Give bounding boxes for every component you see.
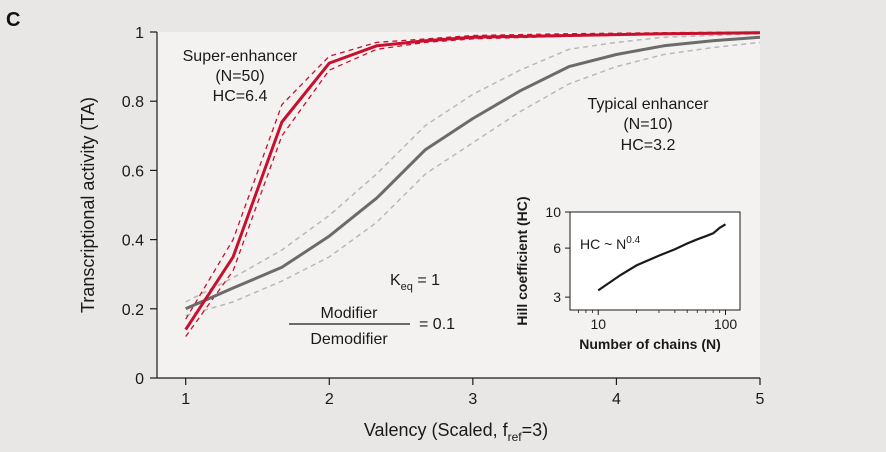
typical-enhancer-label: Typical enhancer	[588, 96, 710, 113]
inset-y-tick-label: 6	[553, 240, 561, 256]
inset-annotation-base: HC ~ N	[580, 236, 626, 252]
ratio-numerator: Modifier	[321, 305, 379, 322]
main-lines	[184, 31, 761, 331]
super-series-line	[184, 31, 761, 331]
keq-annotation: Keq = 1	[390, 272, 440, 293]
inset-annotation-exp: 0.4	[626, 235, 640, 246]
x-axis-title: Valency (Scaled, fref=3)	[364, 420, 548, 444]
super-upper-bound	[185, 31, 761, 320]
typical-enhancer-hc: HC=3.2	[621, 137, 676, 154]
y-tick-label: 0	[135, 371, 144, 388]
inset-x-tick-label: 10	[590, 316, 606, 332]
super-enhancer-n: (N=50)	[215, 68, 264, 85]
inset-x-title: Number of chains (N)	[579, 336, 721, 352]
typical-lower-bound	[185, 41, 761, 317]
ratio-denominator: Demodifier	[310, 331, 388, 348]
inset-chart: 3 6 10 10 100 HC ~ N0.4 Number of chains (N)…	[514, 196, 741, 352]
x-tick-label: 2	[325, 391, 334, 408]
keq-sub: eq	[401, 281, 413, 293]
keq-k: K	[390, 272, 401, 289]
super-enhancer-hc: HC=6.4	[213, 88, 268, 105]
y-tick-label: 1	[135, 25, 144, 42]
y-tick-label: 0.4	[122, 233, 144, 250]
x-axis-title-main: Valency (Scaled, f	[364, 420, 509, 440]
y-tick-label: 0.2	[122, 302, 144, 319]
keq-value: = 1	[413, 272, 440, 289]
inset-y-tick-label: 10	[545, 204, 561, 220]
y-tick-label: 0.8	[122, 94, 144, 111]
inset-y-title: Hill coefficient (HC)	[514, 196, 530, 325]
x-axis-title-sub: ref	[508, 430, 523, 444]
inset-plot-area	[569, 211, 741, 311]
x-ticks: 1 2 3 4 5	[181, 378, 765, 408]
super-enhancer-label: Super-enhancer	[183, 48, 298, 65]
ratio-value: = 0.1	[419, 316, 455, 333]
inset-series-line	[597, 223, 727, 292]
inset-annotation: HC ~ N0.4	[580, 235, 641, 252]
panel-label: C	[6, 9, 20, 31]
plot-area	[157, 32, 760, 378]
y-ticks: 0 0.2 0.4 0.6 0.8 1	[122, 25, 157, 388]
y-axis-title: Transcriptional activity (TA)	[78, 97, 98, 313]
typical-enhancer-n: (N=10)	[623, 116, 672, 133]
x-tick-label: 5	[756, 391, 765, 408]
x-tick-label: 3	[468, 391, 477, 408]
x-tick-label: 4	[612, 391, 621, 408]
inset-y-tick-label: 3	[553, 289, 561, 305]
typical-series-line	[185, 35, 761, 311]
inset-x-tick-label: 100	[714, 316, 738, 332]
typical-upper-bound	[185, 32, 761, 303]
y-tick-label: 0.6	[122, 163, 144, 180]
x-axis-title-tail: =3)	[522, 420, 549, 440]
inset-ticks: 3 6 10 10 100	[545, 204, 737, 332]
x-tick-label: 1	[181, 391, 190, 408]
